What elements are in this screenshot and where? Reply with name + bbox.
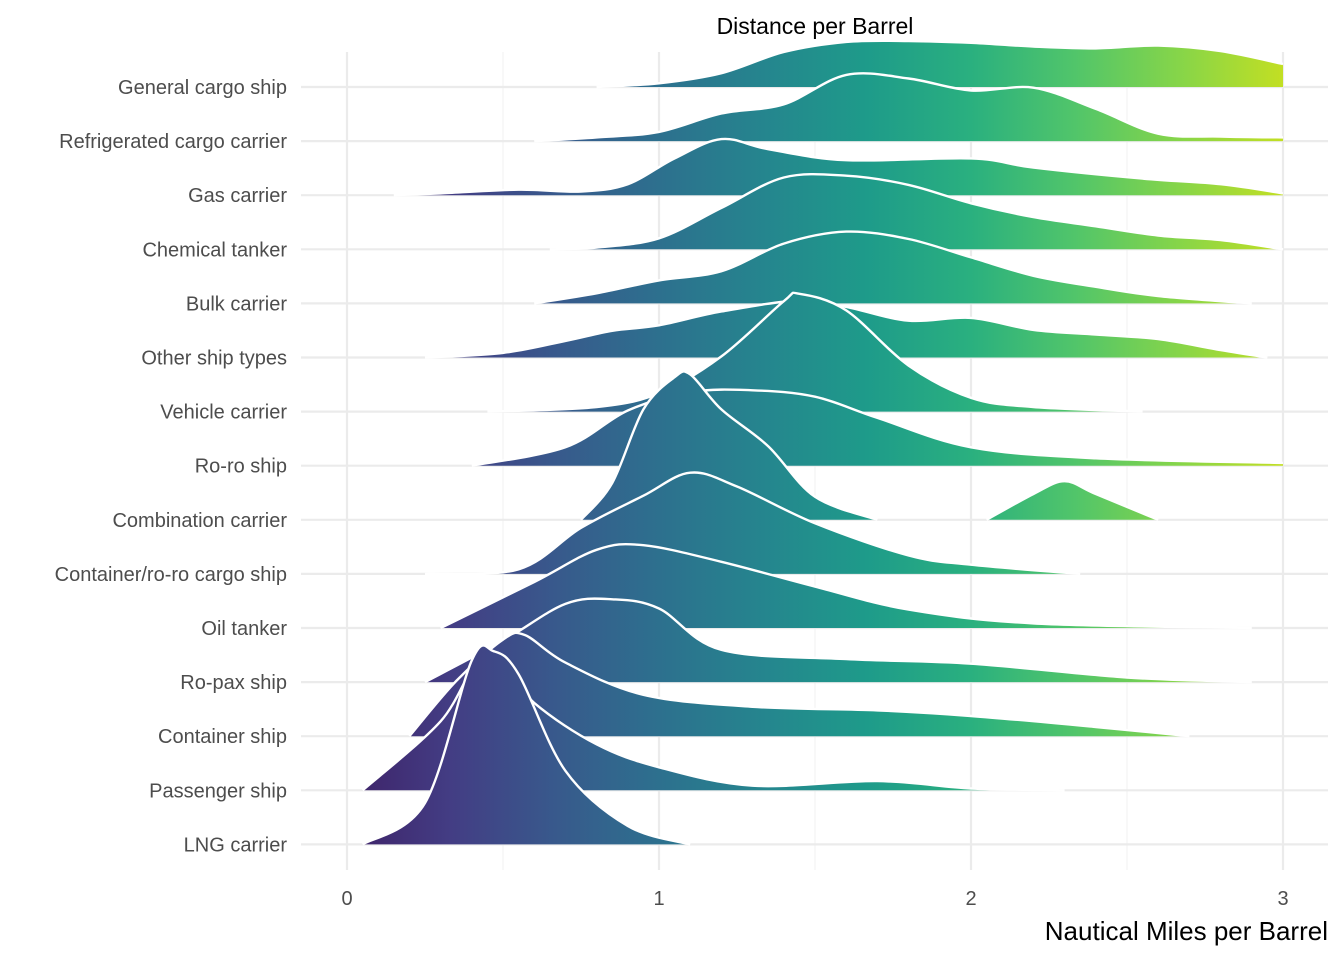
y-label-oil-tanker: Oil tanker [201, 618, 287, 640]
ridge-container-ship [408, 631, 1190, 738]
ridge-container-ro-ro-cargo-ship [424, 471, 1081, 576]
ridge-area [425, 472, 1081, 575]
y-label-ro-pax-ship: Ro-pax ship [180, 672, 287, 694]
ridge-outline [549, 172, 1284, 251]
ridge-area [425, 598, 1252, 683]
ridge-area [393, 138, 1283, 196]
ridge-area [596, 40, 1283, 87]
ridge-area [986, 481, 1159, 520]
x-tick-label: 1 [653, 888, 664, 910]
chart-title: Distance per Barrel [717, 13, 914, 39]
x-tick-label: 0 [341, 888, 352, 910]
y-label-passenger-ship: Passenger ship [149, 780, 287, 802]
ridge-combination-carrier-secondary-mode [986, 479, 1159, 521]
x-tick-label: 3 [1277, 888, 1288, 910]
ridge-lng-carrier [361, 644, 691, 846]
ridge-outline [424, 471, 1081, 576]
ridge-refrigerated-cargo-carrier [534, 72, 1284, 143]
ridge-outline [408, 631, 1190, 738]
ridge-outline [393, 137, 1284, 197]
y-label-container-ship: Container ship [158, 726, 287, 748]
y-label-chemical-tanker: Chemical tanker [142, 239, 287, 261]
ridge-gas-carrier [393, 137, 1284, 197]
ridge-area [534, 73, 1283, 142]
ridge-outline [534, 72, 1284, 143]
y-label-refrigerated-cargo-carrier: Refrigerated cargo carrier [59, 131, 287, 153]
ridge-area [581, 371, 878, 520]
y-label-vehicle-carrier: Vehicle carrier [160, 402, 287, 424]
ridge-area [362, 645, 691, 845]
ridge-bulk-carrier [534, 230, 1252, 305]
ridge-outline [534, 230, 1252, 305]
y-label-gas-carrier: Gas carrier [188, 185, 287, 207]
y-axis-labels: General cargo ship Refrigerated cargo car… [55, 77, 288, 856]
y-label-general-cargo-ship: General cargo ship [118, 77, 287, 99]
x-axis-ticks: 0 1 2 3 [341, 888, 1288, 910]
ridge-vehicle-carrier [487, 291, 1143, 413]
ridge-outline [361, 644, 691, 846]
ridge-outline [580, 370, 878, 521]
ridge-outline [471, 388, 1284, 467]
ridge-chemical-tanker [549, 172, 1284, 251]
y-label-ro-ro-ship: Ro-ro ship [195, 456, 287, 478]
ridge-outline [596, 39, 1284, 89]
x-axis-label: Nautical Miles per Barrel [1045, 916, 1328, 946]
ridge-ro-pax-ship [424, 597, 1252, 684]
ridge-combination-carrier [580, 370, 878, 521]
y-label-bulk-carrier: Bulk carrier [186, 293, 287, 315]
ridge-outline [424, 299, 1268, 359]
y-label-lng-carrier: LNG carrier [184, 834, 288, 856]
ridge-area [487, 292, 1143, 412]
y-label-container-ro-ro-cargo-ship: Container/ro-ro cargo ship [55, 564, 287, 586]
ridge-area [549, 174, 1283, 250]
x-tick-label: 2 [965, 888, 976, 910]
ridges [361, 39, 1284, 846]
y-label-combination-carrier: Combination carrier [112, 510, 287, 532]
y-label-other-ship-types: Other ship types [141, 348, 287, 370]
ridge-outline [487, 291, 1143, 413]
ridge-area [409, 632, 1190, 737]
ridge-area [534, 231, 1252, 304]
ridge-outline [440, 542, 1252, 630]
ridge-general-cargo-ship [596, 39, 1284, 89]
ridge-outline [424, 597, 1252, 684]
ridge-outline [986, 479, 1159, 521]
